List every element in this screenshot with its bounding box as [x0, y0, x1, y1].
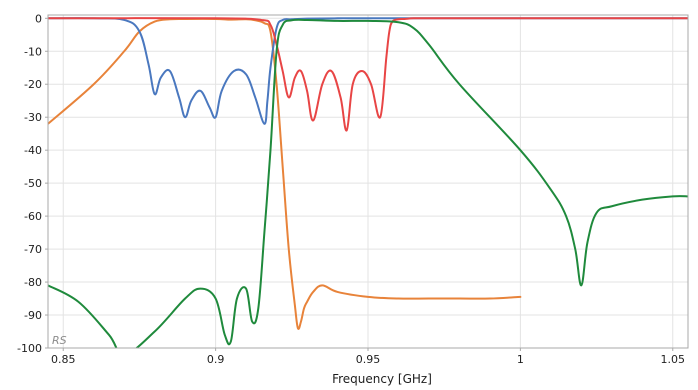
x-tick-label: 0.9 [207, 353, 225, 366]
series-group [48, 17, 688, 348]
x-axis-title: Frequency [GHz] [332, 372, 432, 386]
y-tick-label: -10 [24, 45, 42, 58]
y-tick-label: -90 [24, 309, 42, 322]
y-tick-label: -60 [24, 210, 42, 223]
series-line-3 [48, 17, 688, 132]
y-tick-label: -80 [24, 276, 42, 289]
series-line-2 [48, 17, 688, 125]
x-tick-label: 1.05 [661, 353, 686, 366]
rs-logo: RS [52, 334, 67, 347]
y-tick-label: -20 [24, 78, 42, 91]
y-tick-label: -40 [24, 144, 42, 157]
series-line-4 [48, 18, 688, 348]
y-tick-label: -30 [24, 111, 42, 124]
x-tick-label: 0.85 [51, 353, 76, 366]
series-line-1 [48, 17, 522, 330]
y-tick-label: 0 [35, 12, 42, 25]
y-tick-label: -100 [17, 342, 42, 355]
x-tick-label: 0.95 [356, 353, 381, 366]
y-tick-label: -50 [24, 177, 42, 190]
x-tick-label: 1 [517, 353, 524, 366]
y-tick-label: -70 [24, 243, 42, 256]
